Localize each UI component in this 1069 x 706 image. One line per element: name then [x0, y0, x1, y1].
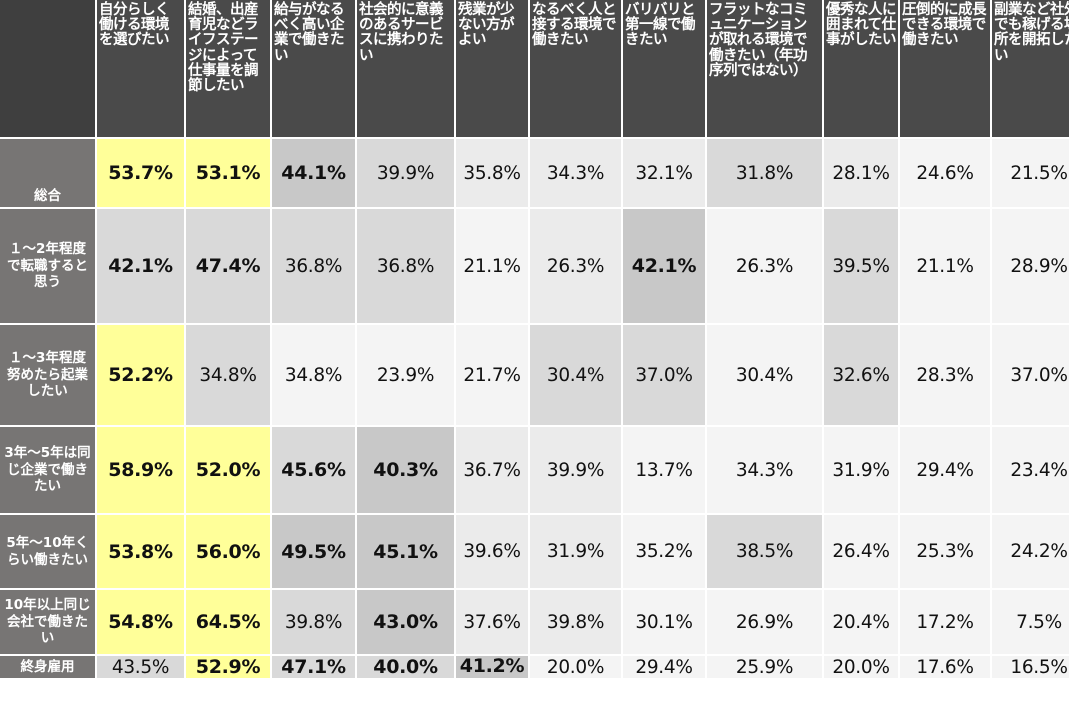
table-cell: 26.3% [530, 209, 621, 323]
column-header: 結婚、出産育児などライフステージによって仕事量を調節したい [186, 0, 270, 137]
table-cell: 53.8% [97, 515, 184, 588]
table-cell: 39.8% [272, 590, 355, 654]
table-cell: 36.8% [357, 209, 454, 323]
table-cell: 31.9% [824, 427, 898, 513]
table-cell: 42.1% [623, 209, 705, 323]
table-cell: 37.6% [456, 590, 528, 654]
column-header: 優秀な人に囲まれて仕事がしたい [824, 0, 898, 137]
table-cell: 34.8% [272, 325, 355, 425]
table-cell: 47.1% [272, 656, 355, 678]
table-cell: 52.0% [186, 427, 270, 513]
table-cell: 29.4% [623, 656, 705, 678]
column-header: 圧倒的に成長できる環境で働きたい [900, 0, 990, 137]
table-cell: 25.3% [900, 515, 990, 588]
table-cell: 17.6% [900, 656, 990, 678]
table-corner [0, 0, 95, 137]
table-cell: 21.1% [900, 209, 990, 323]
column-header: 給与がなるべく高い企業で働きたい [272, 0, 355, 137]
table-cell: 21.5% [992, 139, 1069, 207]
table-cell: 28.3% [900, 325, 990, 425]
table-cell: 28.9% [992, 209, 1069, 323]
table-cell: 21.1% [456, 209, 528, 323]
survey-table: 自分らしく働ける環境を選びたい 結婚、出産育児などライフステージによって仕事量を調… [0, 0, 1069, 678]
table-cell: 35.8% [456, 139, 528, 207]
table-cell: 29.4% [900, 427, 990, 513]
table-cell: 58.9% [97, 427, 184, 513]
table-cell: 17.2% [900, 590, 990, 654]
table-cell: 35.2% [623, 515, 705, 588]
table-cell: 40.3% [357, 427, 454, 513]
table-cell: 34.8% [186, 325, 270, 425]
table-cell: 20.0% [824, 656, 898, 678]
row-header: 総合 [0, 139, 95, 207]
column-header: フラットなコミュニケーションが取れる環境で働きたい（年功序列ではない） [707, 0, 822, 137]
table-cell: 56.0% [186, 515, 270, 588]
table-cell: 26.9% [707, 590, 822, 654]
table-cell: 45.1% [357, 515, 454, 588]
table-cell: 49.5% [272, 515, 355, 588]
table-cell: 39.9% [357, 139, 454, 207]
table-cell: 34.3% [707, 427, 822, 513]
table-cell: 52.9% [186, 656, 270, 678]
table-cell: 34.3% [530, 139, 621, 207]
table-cell: 47.4% [186, 209, 270, 323]
table-cell: 7.5% [992, 590, 1069, 654]
table-cell: 20.4% [824, 590, 898, 654]
table-cell: 40.0% [357, 656, 454, 678]
row-header: 終身雇用 [0, 656, 95, 678]
table-cell: 13.7% [623, 427, 705, 513]
table-cell: 54.8% [97, 590, 184, 654]
row-header: １～2年程度で転職すると思う [0, 209, 95, 323]
table-cell: 32.1% [623, 139, 705, 207]
table-cell: 39.9% [530, 427, 621, 513]
table-cell: 31.9% [530, 515, 621, 588]
column-header: 残業が少ない方がよい [456, 0, 528, 137]
table-cell: 41.2% [456, 656, 528, 678]
table-cell: 30.4% [707, 325, 822, 425]
table-cell: 37.0% [623, 325, 705, 425]
table-cell: 39.6% [456, 515, 528, 588]
table-cell: 31.8% [707, 139, 822, 207]
table-cell: 53.1% [186, 139, 270, 207]
table-cell: 43.0% [357, 590, 454, 654]
row-header: １～3年程度努めたら起業したい [0, 325, 95, 425]
column-header: 副業など社外でも稼げる場所を開拓したい [992, 0, 1069, 137]
table-cell: 53.7% [97, 139, 184, 207]
table-cell: 21.7% [456, 325, 528, 425]
table-cell: 16.5% [992, 656, 1069, 678]
row-header: 10年以上同じ会社で働きたい [0, 590, 95, 654]
table-cell: 25.9% [707, 656, 822, 678]
column-header: バリバリと第一線で働きたい [623, 0, 705, 137]
table-cell: 36.8% [272, 209, 355, 323]
table-cell: 52.2% [97, 325, 184, 425]
row-header: 5年～10年くらい働きたい [0, 515, 95, 588]
table-cell: 64.5% [186, 590, 270, 654]
table-cell: 26.4% [824, 515, 898, 588]
table-cell: 44.1% [272, 139, 355, 207]
table-cell: 36.7% [456, 427, 528, 513]
row-header: 3年～5年は同じ企業で働きたい [0, 427, 95, 513]
table-cell: 30.1% [623, 590, 705, 654]
table-cell: 38.5% [707, 515, 822, 588]
table-cell: 24.2% [992, 515, 1069, 588]
table-cell: 39.5% [824, 209, 898, 323]
table-cell: 30.4% [530, 325, 621, 425]
column-header: なるべく人と接する環境で働きたい [530, 0, 621, 137]
table-cell: 28.1% [824, 139, 898, 207]
table-cell: 24.6% [900, 139, 990, 207]
table-cell: 37.0% [992, 325, 1069, 425]
column-header: 自分らしく働ける環境を選びたい [97, 0, 184, 137]
column-header: 社会的に意義のあるサービスに携わりたい [357, 0, 454, 137]
table-cell: 20.0% [530, 656, 621, 678]
table-cell: 26.3% [707, 209, 822, 323]
table-cell: 42.1% [97, 209, 184, 323]
table-cell: 45.6% [272, 427, 355, 513]
table-cell: 39.8% [530, 590, 621, 654]
table-cell: 23.9% [357, 325, 454, 425]
table-cell: 23.4% [992, 427, 1069, 513]
table-cell: 32.6% [824, 325, 898, 425]
table-cell: 43.5% [97, 656, 184, 678]
